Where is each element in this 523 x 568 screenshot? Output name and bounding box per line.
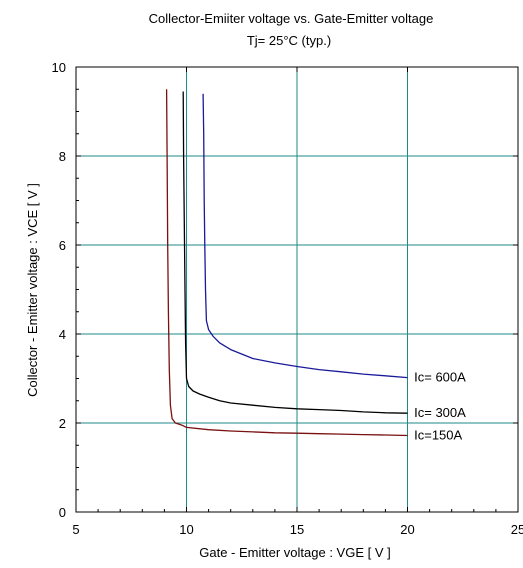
- y-tick-label: 0: [59, 505, 66, 520]
- chart-title: Collector-Emiiter voltage vs. Gate-Emitt…: [149, 11, 434, 26]
- y-tick-label: 2: [59, 416, 66, 431]
- x-tick-label: 5: [72, 522, 79, 537]
- series-line: [202, 93, 408, 379]
- curve-labels: Ic= 600A Ic= 300A Ic=150A: [414, 370, 466, 443]
- grid-lines: [76, 67, 518, 512]
- y-tick-label: 10: [52, 60, 66, 75]
- curve-label: Ic= 300A: [414, 405, 466, 420]
- y-tick-label: 4: [59, 327, 66, 342]
- chart-subtitle: Tj= 25°C (typ.): [247, 33, 331, 48]
- curve-label: Ic= 600A: [414, 370, 466, 385]
- x-axis-label: Gate - Emitter voltage : VGE [ V ]: [199, 545, 390, 560]
- series-lines: [165, 89, 408, 437]
- x-tick-label: 10: [179, 522, 193, 537]
- y-axis-label: Collector - Emitter voltage : VCE [ V ]: [25, 183, 40, 397]
- x-tick-label: 25: [511, 522, 523, 537]
- curve-label: Ic=150A: [414, 427, 462, 442]
- y-tick-label: 8: [59, 149, 66, 164]
- x-tick-label: 20: [400, 522, 414, 537]
- axis-ticks: 5 10 15 20 25 0 2 4 6 8 10: [52, 60, 523, 537]
- x-tick-label: 15: [290, 522, 304, 537]
- series-line: [165, 89, 408, 437]
- series-line: [182, 91, 408, 414]
- y-tick-label: 6: [59, 238, 66, 253]
